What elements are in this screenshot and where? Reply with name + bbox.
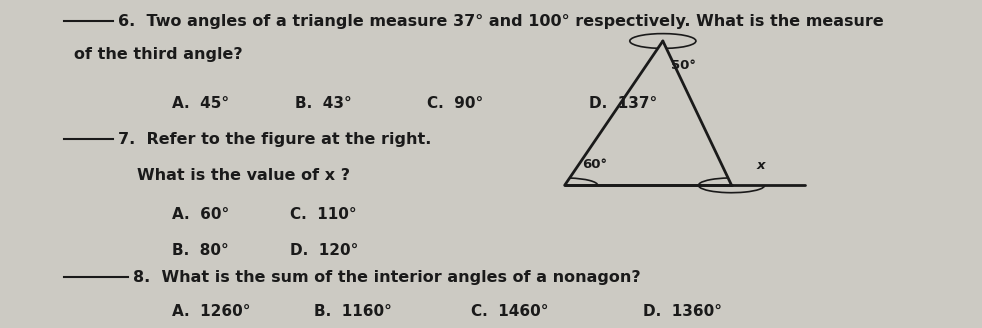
Text: B.  1160°: B. 1160°: [314, 304, 392, 319]
Text: A.  1260°: A. 1260°: [172, 304, 250, 319]
Text: 60°: 60°: [582, 157, 607, 171]
Text: A.  60°: A. 60°: [172, 207, 229, 222]
Text: D.  137°: D. 137°: [589, 96, 658, 111]
Text: 7.  Refer to the figure at the right.: 7. Refer to the figure at the right.: [118, 132, 431, 147]
Text: C.  1460°: C. 1460°: [471, 304, 549, 319]
Text: 6.  Two angles of a triangle measure 37° and 100° respectively. What is the meas: 6. Two angles of a triangle measure 37° …: [118, 14, 884, 29]
Text: D.  1360°: D. 1360°: [643, 304, 722, 319]
Text: A.  45°: A. 45°: [172, 96, 229, 111]
Text: 50°: 50°: [671, 59, 695, 72]
Text: What is the value of x ?: What is the value of x ?: [137, 168, 351, 183]
Text: of the third angle?: of the third angle?: [74, 47, 243, 62]
Text: B.  80°: B. 80°: [172, 243, 229, 258]
Text: 8.  What is the sum of the interior angles of a nonagon?: 8. What is the sum of the interior angle…: [133, 270, 640, 285]
Text: x: x: [756, 159, 765, 172]
Text: C.  110°: C. 110°: [290, 207, 356, 222]
Text: D.  120°: D. 120°: [290, 243, 358, 258]
Text: C.  90°: C. 90°: [427, 96, 483, 111]
Text: B.  43°: B. 43°: [295, 96, 352, 111]
